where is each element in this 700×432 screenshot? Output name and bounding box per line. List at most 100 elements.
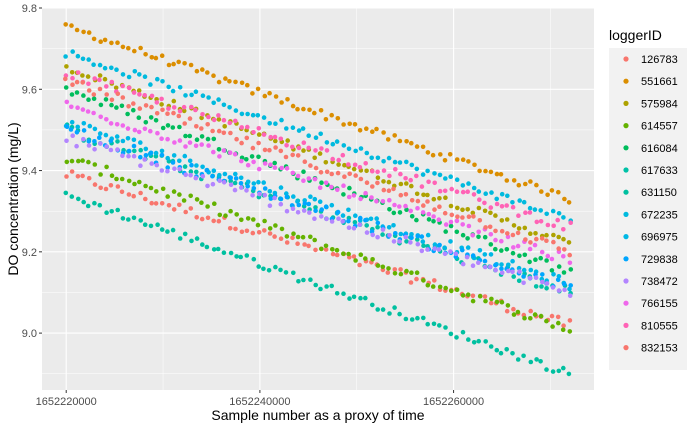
data-point <box>449 212 455 218</box>
data-point <box>426 179 431 185</box>
data-point <box>239 229 245 235</box>
data-point <box>324 216 329 222</box>
data-point <box>532 312 538 317</box>
data-point <box>398 271 404 277</box>
data-point <box>562 281 567 287</box>
data-point <box>114 105 119 110</box>
data-point <box>375 180 380 186</box>
data-point <box>448 219 454 225</box>
data-point <box>86 81 91 87</box>
data-point <box>534 357 539 362</box>
legend-label: 575984 <box>641 98 678 110</box>
data-point <box>493 262 498 268</box>
legend-label: 617633 <box>641 165 678 177</box>
data-point <box>555 217 560 223</box>
data-point <box>505 303 511 308</box>
data-point <box>80 173 85 179</box>
data-point <box>279 226 285 232</box>
data-point <box>477 293 483 299</box>
data-point <box>262 228 267 233</box>
data-point <box>91 62 96 67</box>
legend-label: 126783 <box>641 54 678 66</box>
data-point <box>81 136 86 142</box>
data-point <box>454 218 460 224</box>
data-point <box>398 192 404 198</box>
data-point <box>455 205 460 211</box>
data-point <box>510 250 516 256</box>
data-point <box>97 86 103 92</box>
data-point <box>187 133 193 139</box>
data-point <box>223 213 228 218</box>
data-point <box>81 29 86 35</box>
data-point <box>63 85 69 90</box>
data-point <box>386 225 392 230</box>
data-point <box>64 99 70 105</box>
data-point <box>528 267 534 273</box>
data-point <box>153 118 159 123</box>
data-point <box>430 152 436 158</box>
data-point <box>363 295 368 301</box>
data-point <box>233 108 239 113</box>
legend-label: 766155 <box>641 298 678 310</box>
data-point <box>370 184 375 189</box>
data-point <box>232 151 238 157</box>
data-point <box>234 212 239 217</box>
data-point <box>340 213 346 218</box>
data-point <box>386 188 392 193</box>
data-point <box>420 239 426 244</box>
data-point <box>102 37 108 43</box>
data-point <box>245 124 250 130</box>
data-point <box>92 147 97 152</box>
data-point <box>273 264 278 270</box>
data-point <box>251 130 256 135</box>
data-point <box>556 211 562 216</box>
data-point <box>335 187 340 193</box>
data-point <box>104 144 109 149</box>
data-point <box>64 138 69 144</box>
data-point <box>238 181 244 186</box>
data-point <box>171 189 177 194</box>
data-point <box>301 208 307 213</box>
legend-key <box>623 256 629 262</box>
data-point <box>567 286 572 292</box>
data-point <box>317 151 323 156</box>
data-point <box>425 150 431 155</box>
data-point <box>302 201 308 206</box>
data-point <box>239 80 245 86</box>
data-point <box>517 269 522 274</box>
data-point <box>436 217 442 222</box>
data-point <box>92 139 97 144</box>
data-point <box>374 126 379 132</box>
data-point <box>227 226 233 231</box>
data-point <box>165 229 170 234</box>
data-point <box>109 97 115 103</box>
data-point <box>245 216 251 221</box>
data-point <box>199 126 204 131</box>
data-point <box>138 163 143 168</box>
data-point <box>301 277 306 283</box>
data-point <box>272 165 278 170</box>
data-point <box>545 253 551 259</box>
data-point <box>132 127 138 133</box>
data-point <box>228 182 234 188</box>
data-point <box>154 189 159 194</box>
data-point <box>86 57 91 62</box>
data-point <box>538 359 543 364</box>
data-point <box>92 182 98 187</box>
data-point <box>159 201 165 206</box>
data-point <box>460 232 466 238</box>
data-point <box>353 213 358 218</box>
data-point <box>245 82 250 88</box>
data-point <box>312 176 318 182</box>
data-point <box>104 92 109 97</box>
data-point <box>159 227 165 232</box>
data-point <box>521 199 527 205</box>
data-point <box>443 285 449 291</box>
data-point <box>470 298 476 304</box>
data-point <box>205 183 210 189</box>
data-point <box>193 143 199 149</box>
data-point <box>120 83 125 89</box>
data-point <box>239 217 244 223</box>
legend-key <box>623 322 629 328</box>
data-point <box>290 170 296 176</box>
